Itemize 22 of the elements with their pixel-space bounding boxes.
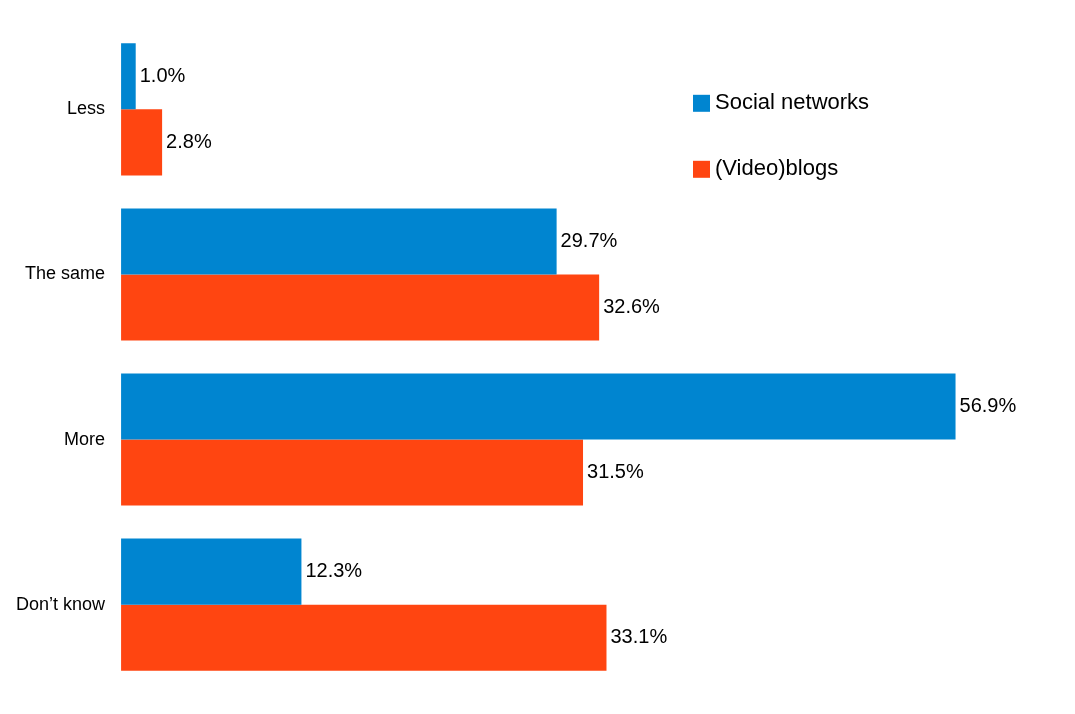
bar bbox=[121, 274, 600, 341]
data-label: 12.3% bbox=[305, 559, 363, 582]
data-label: 33.1% bbox=[610, 625, 668, 648]
y-tick-label: Less bbox=[67, 98, 106, 119]
data-label: 56.9% bbox=[959, 394, 1017, 417]
y-tick-label: More bbox=[64, 428, 106, 449]
bar bbox=[121, 208, 557, 275]
bar bbox=[121, 538, 302, 605]
bar bbox=[121, 604, 607, 671]
data-label: 32.6% bbox=[603, 294, 661, 317]
data-label: 2.8% bbox=[166, 129, 212, 152]
y-tick-label: Don’t know bbox=[16, 593, 107, 614]
data-label: 1.0% bbox=[139, 63, 186, 86]
legend-label: (Video)blogs bbox=[715, 154, 839, 180]
bar bbox=[121, 109, 163, 176]
bar bbox=[121, 439, 584, 506]
legend-label: Social networks bbox=[715, 88, 870, 114]
bar bbox=[121, 43, 136, 110]
y-tick-label: The same bbox=[25, 263, 106, 284]
bar bbox=[121, 373, 956, 440]
data-label: 31.5% bbox=[587, 460, 644, 483]
data-label: 29.7% bbox=[560, 228, 618, 251]
